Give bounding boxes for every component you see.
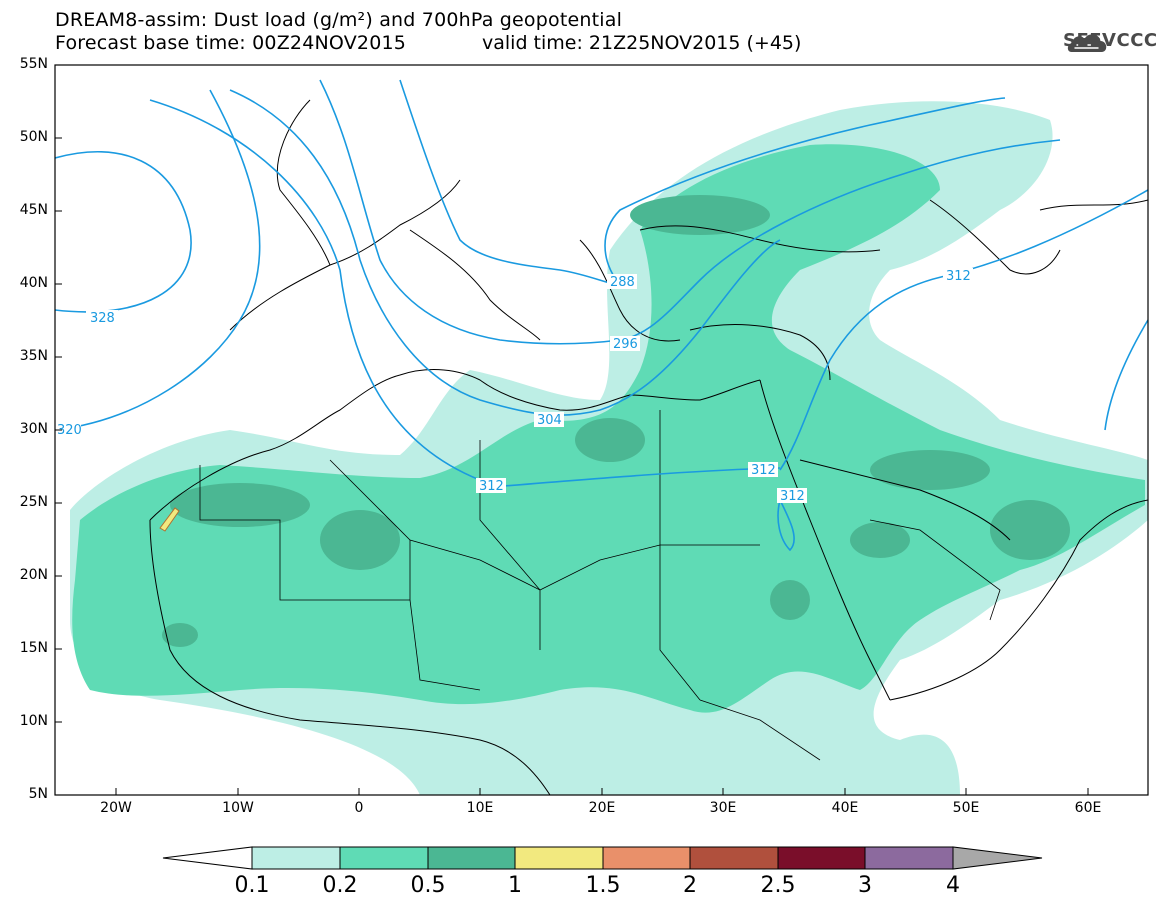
contour-labels: 328 320 288 296 304 312 312 312 312 (55, 268, 973, 504)
contour-label: 312 (780, 489, 805, 504)
colorbar-label: 1.5 (585, 873, 621, 898)
map-title: DREAM8-assim: Dust load (g/m²) and 700hP… (55, 9, 623, 31)
axis-ticks (55, 64, 1089, 795)
colorbar-label: 2 (683, 873, 697, 898)
lat-label: 15N (19, 640, 48, 656)
lat-label: 40N (19, 275, 48, 291)
lat-label: 30N (19, 421, 48, 437)
colorbar-label: 1 (508, 873, 522, 898)
coastlines (149, 99, 1148, 795)
lat-label: 25N (19, 494, 48, 510)
lat-label: 5N (28, 786, 48, 802)
colorbar-swatch (864, 846, 954, 870)
lat-label: 50N (19, 129, 48, 145)
lon-label: 50E (952, 800, 980, 816)
lon-label: 0 (354, 800, 364, 816)
lon-label: 10E (466, 800, 494, 816)
colorbar-swatch (251, 846, 341, 870)
dust-area-yellow (159, 507, 180, 532)
lat-label: 10N (19, 713, 48, 729)
colorbar-under-arrow (162, 846, 253, 870)
lon-label: 30E (709, 800, 737, 816)
colorbar-label: 0.5 (410, 873, 446, 898)
forecast-base-time: Forecast base time: 00Z24NOV2015 (55, 32, 407, 54)
geopotential-contours (55, 79, 1148, 552)
logo-text: SEEVCCC (1063, 30, 1158, 51)
contour-label: 312 (751, 463, 776, 478)
lat-label: 20N (19, 567, 48, 583)
colorbar-swatch (514, 846, 604, 870)
colorbar-label: 3 (858, 873, 872, 898)
colorbar-label: 0.1 (234, 873, 270, 898)
contour-label: 328 (90, 311, 115, 326)
seevccc-cloud-logo-icon (1067, 34, 1107, 52)
colorbar-swatch (602, 846, 691, 870)
dust-area-dark (162, 195, 1070, 647)
lat-label: 45N (19, 202, 48, 218)
lon-label: 40E (831, 800, 859, 816)
valid-time: valid time: 21Z25NOV2015 (+45) (482, 32, 802, 54)
lat-label: 55N (19, 56, 48, 72)
colorbar-swatch (339, 846, 429, 870)
lon-label: 20E (588, 800, 616, 816)
colorbar-swatch (427, 846, 516, 870)
lat-label: 35N (19, 348, 48, 364)
colorbar-over-arrow (952, 846, 1043, 870)
contour-label: 304 (537, 413, 562, 428)
colorbar-swatch (777, 846, 866, 870)
lon-label: 60E (1074, 800, 1102, 816)
colorbar-swatch (689, 846, 779, 870)
contour-label: 296 (613, 337, 638, 352)
contour-label: 312 (946, 269, 971, 284)
contour-label: 320 (57, 423, 82, 438)
contour-label: 288 (610, 275, 635, 290)
colorbar-label: 4 (946, 873, 960, 898)
colorbar-label: 2.5 (760, 873, 796, 898)
colorbar-label: 0.2 (322, 873, 358, 898)
contour-label: 312 (479, 479, 504, 494)
lon-label: 10W (222, 800, 254, 816)
lon-label: 20W (100, 800, 132, 816)
colorbar (162, 846, 1043, 870)
